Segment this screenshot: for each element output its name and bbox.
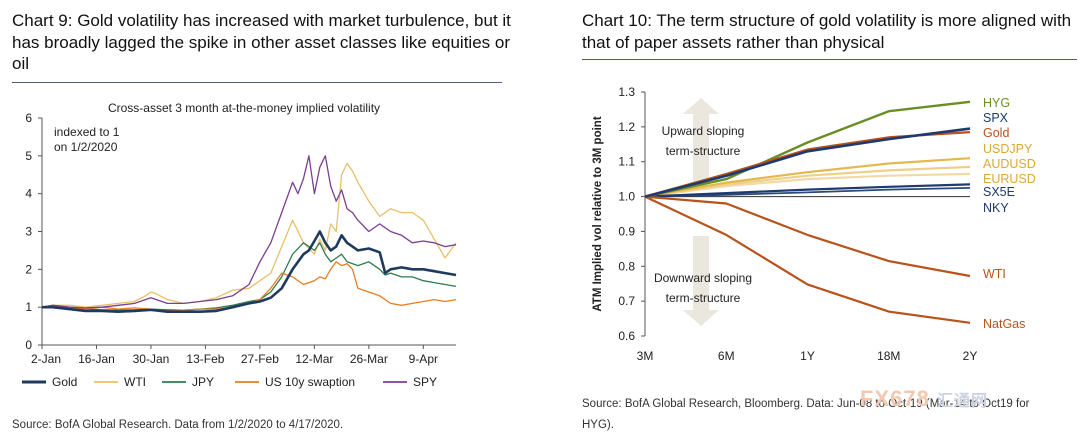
chart-9-source: Source: BofA Global Research. Data from … <box>12 419 344 431</box>
series-label-natgas: NatGas <box>983 317 1025 331</box>
y-tick-label: 1.0 <box>618 190 635 204</box>
series-line-natgas <box>644 195 971 324</box>
title-divider <box>12 82 502 83</box>
y-tick-label: 0 <box>25 338 32 352</box>
series-line-hyg <box>644 100 971 198</box>
chart-9-title: Chart 9: Gold volatility has increased w… <box>12 11 511 73</box>
y-tick-label: 3 <box>25 225 32 239</box>
chart-10-panel: Chart 10: The term structure of gold vol… <box>575 0 1084 439</box>
downward-annotation: Downward sloping <box>654 271 752 285</box>
series-label-nky: NKY <box>983 201 1009 215</box>
series-label-audusd: AUDUSD <box>983 157 1036 171</box>
x-tick-label: 18M <box>877 349 900 363</box>
series-line-spx <box>644 127 971 198</box>
x-tick-label: 27-Feb <box>241 352 279 366</box>
y-tick-label: 0.6 <box>618 329 635 343</box>
up-arrow-icon <box>683 98 719 190</box>
y-tick-label: 0.7 <box>618 294 635 308</box>
chart-9-plot: Cross-asset 3 month at-the-money implied… <box>22 101 457 389</box>
upward-annotation: term-structure <box>666 144 741 158</box>
x-tick-label: 26-Mar <box>350 352 388 366</box>
x-tick-label: 30-Jan <box>133 352 170 366</box>
series-line-jpy <box>41 242 457 311</box>
legend-label-us-10y-swaption: US 10y swaption <box>265 375 355 389</box>
series-label-eurusd: EURUSD <box>983 172 1036 186</box>
series-line-wti <box>644 195 971 278</box>
x-tick-label: 13-Feb <box>186 352 224 366</box>
x-tick-label: 16-Jan <box>78 352 115 366</box>
series-line-wti <box>41 162 457 308</box>
series-label-sx5e: SX5E <box>983 185 1015 199</box>
watermark-brand: FX678 <box>860 386 930 411</box>
upward-annotation: Upward sloping <box>662 124 745 138</box>
series-line-gold <box>42 230 457 314</box>
legend-label-gold: Gold <box>52 375 77 389</box>
y-tick-label: 1 <box>25 300 32 314</box>
series-line-sx5e <box>644 183 971 198</box>
y-tick-label: 1.1 <box>618 155 635 169</box>
y-axis-title: ATM Implied vol relative to 3M point <box>592 116 604 311</box>
title-divider <box>582 59 1077 60</box>
chart-9-panel: Chart 9: Gold volatility has increased w… <box>0 0 520 439</box>
legend-label-wti: WTI <box>124 375 146 389</box>
x-tick-label: 2Y <box>963 349 978 363</box>
watermark-cn: 汇通网 <box>936 393 988 410</box>
chart-10-title: Chart 10: The term structure of gold vol… <box>582 11 1072 52</box>
series-label-wti: WTI <box>983 267 1006 281</box>
legend-label-spy: SPY <box>413 375 437 389</box>
y-tick-label: 0.8 <box>618 259 635 273</box>
y-tick-label: 2 <box>25 262 32 276</box>
series-line-nky <box>644 187 971 198</box>
y-tick-label: 1.3 <box>618 85 635 99</box>
y-tick-label: 4 <box>25 187 32 201</box>
y-tick-label: 1.2 <box>618 120 635 134</box>
down-arrow-icon <box>683 236 719 326</box>
series-label-usdjpy: USDJPY <box>983 142 1033 156</box>
x-tick-label: 1Y <box>800 349 815 363</box>
legend-label-jpy: JPY <box>192 375 214 389</box>
series-label-hyg: HYG <box>983 96 1010 110</box>
x-tick-label: 2-Jan <box>31 352 61 366</box>
watermark: FX678 汇通网 <box>860 386 988 412</box>
chart-10-source: Source: BofA Global Research, Bloomberg.… <box>582 398 1030 431</box>
series-line-us-10y-swaption <box>41 261 457 312</box>
y-tick-label: 0.9 <box>618 224 635 238</box>
x-tick-label: 12-Mar <box>295 352 333 366</box>
y-tick-label: 5 <box>25 149 32 163</box>
downward-annotation: term-structure <box>666 291 741 305</box>
series-label-spx: SPX <box>983 111 1009 125</box>
x-tick-label: 3M <box>637 349 654 363</box>
series-line-spy <box>41 155 457 309</box>
series-line-usdjpy <box>644 157 971 198</box>
y-tick-label: 6 <box>25 111 32 125</box>
plot-title: Cross-asset 3 month at-the-money implied… <box>108 101 380 115</box>
series-line-eurusd <box>644 172 971 198</box>
chart-10-plot: 0.6 0.7 0.8 0.9 1.0 1.1 1.2 1.3 3M 6M 1Y 18M 2Y ATM I… <box>592 85 1036 363</box>
annotation-line-2: on 1/2/2020 <box>54 140 118 154</box>
x-tick-label: 6M <box>718 349 735 363</box>
annotation-line-1: indexed to 1 <box>54 125 120 139</box>
series-label-gold: Gold <box>983 126 1009 140</box>
x-tick-label: 9-Apr <box>409 352 438 366</box>
series-line-audusd <box>644 165 971 198</box>
